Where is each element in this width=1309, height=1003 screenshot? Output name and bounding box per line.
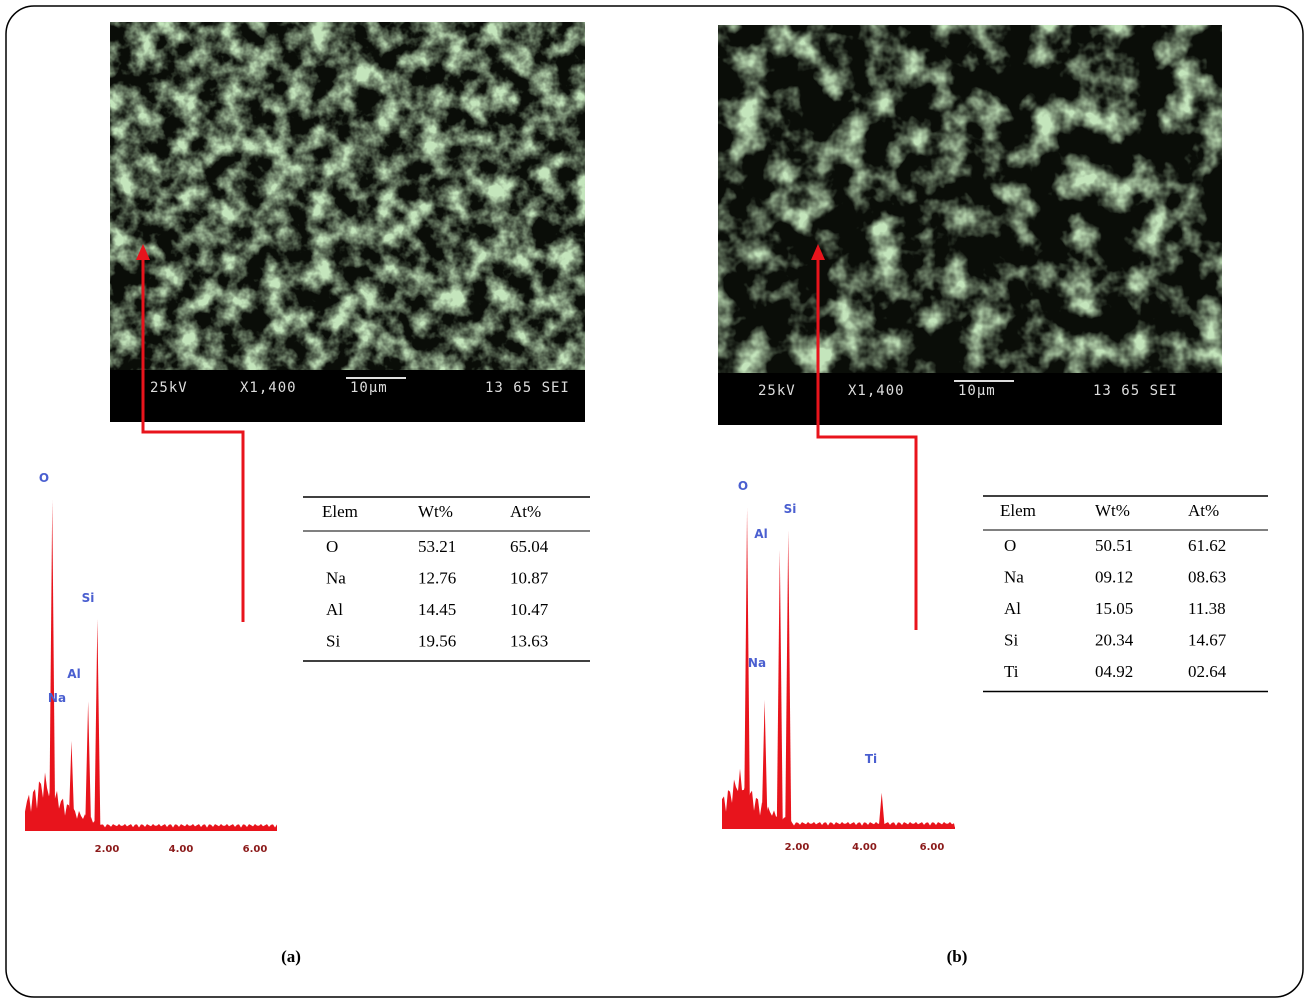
table-header: At% [510, 502, 541, 521]
peak-label: O [738, 479, 748, 493]
x-tick-label: 2.00 [785, 842, 810, 853]
table-cell: 15.05 [1095, 599, 1133, 618]
table-cell: Si [326, 632, 340, 651]
spectrum-peak [49, 500, 56, 830]
sem-id: 13 65 SEI [1093, 383, 1178, 399]
sem-image [718, 25, 1222, 373]
spectrum-peak [761, 700, 768, 828]
x-tick-label: 6.00 [920, 842, 945, 853]
table-header: Elem [1000, 501, 1036, 520]
sem-magnification: X1,400 [240, 380, 297, 396]
sem-id: 13 65 SEI [485, 380, 570, 396]
table-cell: 65.04 [510, 537, 549, 556]
table-cell: 11.38 [1188, 599, 1226, 618]
spectrum-peak [776, 549, 783, 828]
spectrum-peak [744, 508, 751, 828]
table-cell: Na [326, 569, 346, 588]
table-cell: O [326, 537, 338, 556]
table-cell: 09.12 [1095, 568, 1133, 587]
x-tick-label: 2.00 [95, 844, 120, 855]
table-cell: 08.63 [1188, 568, 1226, 587]
spectrum-background [722, 768, 955, 828]
table-cell: 13.63 [510, 632, 548, 651]
spectrum-peak [85, 701, 92, 830]
table-cell: 53.21 [418, 537, 456, 556]
table-header: Wt% [418, 502, 453, 521]
sem-scale: 10µm [958, 383, 996, 399]
arrow-head [811, 244, 825, 260]
table-cell: 14.67 [1188, 631, 1227, 650]
arrow-head [136, 244, 150, 260]
sem-scale: 10µm [350, 380, 388, 396]
spectrum-peak [94, 618, 101, 830]
spectrum-peak [785, 530, 792, 828]
table-cell: 02.64 [1188, 662, 1227, 681]
peak-label: Si [82, 591, 95, 605]
table-header: Elem [322, 502, 358, 521]
panel-caption: (a) [281, 947, 301, 966]
spectrum-peak [878, 792, 885, 828]
spectrum-background [25, 772, 277, 830]
table-cell: O [1004, 536, 1016, 555]
panel-caption: (b) [947, 947, 968, 966]
spectrum-peak [68, 740, 75, 830]
table-cell: 50.51 [1095, 536, 1133, 555]
table-cell: Si [1004, 631, 1018, 650]
table-cell: Al [1004, 599, 1021, 618]
x-tick-label: 4.00 [852, 842, 877, 853]
peak-label: Na [48, 691, 66, 705]
table-header: Wt% [1095, 501, 1130, 520]
pointer-arrow [141, 258, 245, 622]
table-cell: 12.76 [418, 569, 456, 588]
sem-voltage: 25kV [150, 380, 188, 396]
table-cell: 19.56 [418, 632, 456, 651]
peak-label: Na [748, 656, 766, 670]
frame [5, 5, 1304, 998]
x-tick-label: 6.00 [243, 844, 268, 855]
peak-label: O [39, 471, 49, 485]
pointer-arrow [816, 258, 918, 630]
sem-voltage: 25kV [758, 383, 796, 399]
table-cell: 14.45 [418, 600, 456, 619]
table-cell: 10.47 [510, 600, 549, 619]
table-cell: Al [326, 600, 343, 619]
x-tick-label: 4.00 [169, 844, 194, 855]
sem-image [110, 22, 585, 370]
peak-label: Al [67, 667, 80, 681]
peak-label: Si [784, 502, 797, 516]
sem-magnification: X1,400 [848, 383, 905, 399]
table-cell: 10.87 [510, 569, 549, 588]
table-cell: Ti [1004, 662, 1019, 681]
table-cell: Na [1004, 568, 1024, 587]
table-header: At% [1188, 501, 1219, 520]
table-cell: 04.92 [1095, 662, 1133, 681]
table-cell: 61.62 [1188, 536, 1226, 555]
peak-label: Ti [865, 752, 877, 766]
table-cell: 20.34 [1095, 631, 1134, 650]
peak-label: Al [754, 527, 767, 541]
